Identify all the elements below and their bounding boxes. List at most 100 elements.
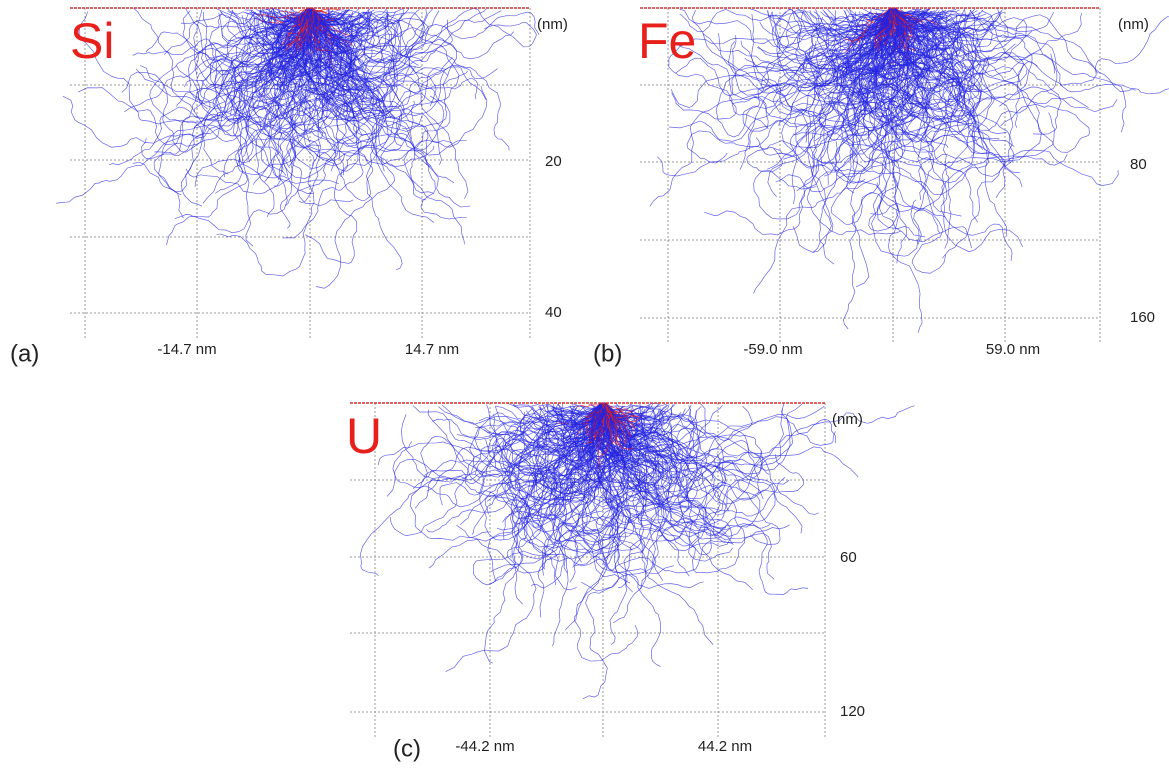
trajectory [891, 7, 1033, 107]
trajectory [601, 402, 764, 542]
x-tick-label: 14.7 nm [405, 341, 459, 358]
trajectory [740, 7, 892, 87]
trajectory [215, 7, 319, 147]
trajectory [854, 7, 986, 90]
trajectory [571, 402, 623, 472]
trajectory [238, 7, 322, 179]
trajectory [912, 9, 979, 81]
trajectory [284, 7, 343, 80]
element-label: U [346, 408, 382, 464]
trajectory [284, 26, 442, 165]
trajectory [239, 50, 295, 176]
trajectory [525, 410, 597, 447]
trajectory [894, 7, 1169, 86]
trajectory [874, 7, 1068, 177]
trajectory [193, 7, 313, 86]
trajectory-backscatter [601, 402, 634, 450]
trajectory [861, 7, 896, 21]
trajectory [302, 7, 498, 112]
trajectory [274, 7, 321, 149]
trajectory [266, 7, 354, 207]
trajectory [307, 7, 510, 151]
trajectory [766, 47, 963, 170]
trajectory [592, 402, 730, 540]
trajectory [732, 7, 895, 96]
trajectory [513, 436, 669, 527]
trajectory [894, 7, 990, 106]
trajectory [781, 7, 893, 169]
trajectory [888, 7, 933, 55]
panel: Fe (nm) 80 160 -59.0 nm 59.0 nm (b) [593, 7, 1169, 367]
trajectory [309, 7, 455, 184]
trajectory [892, 7, 993, 70]
trajectory [866, 7, 903, 162]
y-tick-label: 120 [840, 703, 865, 720]
trajectory [154, 51, 297, 156]
trajectory [601, 402, 754, 590]
trajectory [516, 402, 607, 521]
panel-label: (b) [593, 340, 622, 367]
trajectory [218, 7, 310, 42]
element-label: Si [70, 13, 114, 69]
trajectory [524, 402, 606, 530]
trajectory [532, 402, 606, 520]
trajectory [598, 406, 702, 457]
trajectory [209, 11, 302, 124]
trajectory [215, 7, 309, 29]
trajectory [854, 7, 975, 93]
trajectory [242, 24, 321, 158]
trajectory-backscatter [888, 7, 901, 27]
trajectory [552, 402, 604, 429]
trajectory-backscatter [284, 7, 308, 52]
trajectory [386, 402, 603, 497]
trajectory [248, 12, 298, 55]
trajectory [521, 429, 624, 567]
trajectory [649, 7, 895, 207]
trajectory [308, 7, 487, 119]
trajectory [767, 7, 892, 34]
trajectory [210, 7, 324, 93]
trajectory [309, 7, 427, 100]
trajectory [273, 7, 366, 187]
trajectory [240, 55, 310, 130]
y-tick-label: 80 [1130, 156, 1147, 173]
trajectory [216, 51, 353, 277]
panel: U (nm) 60 120 -44.2 nm 44.2 nm (c) [346, 402, 915, 762]
trajectory [307, 7, 537, 59]
trajectory [307, 7, 420, 48]
trajectory [334, 45, 468, 89]
trajectory [478, 402, 605, 508]
trajectory [750, 13, 860, 88]
trajectory [307, 36, 488, 148]
trajectory [470, 402, 602, 473]
trajectory-backscatter [605, 402, 636, 429]
trajectory [891, 7, 978, 249]
trajectory [750, 7, 891, 47]
depth-unit: (nm) [1118, 16, 1149, 33]
trajectories [649, 7, 1169, 333]
trajectory [860, 7, 1015, 199]
y-tick-label: 20 [545, 153, 562, 170]
trajectory [158, 7, 311, 196]
trajectory [185, 46, 284, 195]
trajectory [570, 402, 647, 527]
trajectory [200, 18, 292, 109]
trajectory [845, 7, 920, 257]
trajectory [891, 7, 1062, 135]
trajectory [389, 413, 597, 536]
x-tick-label: 59.0 nm [986, 341, 1040, 358]
trajectory [512, 402, 602, 500]
trajectory [589, 439, 733, 574]
trajectory [834, 7, 933, 238]
trajectory [790, 50, 872, 205]
trajectory [214, 44, 289, 194]
x-tick-label: -14.7 nm [157, 341, 216, 358]
element-label: Fe [638, 13, 696, 69]
trajectory [318, 9, 347, 26]
trajectory [586, 435, 786, 517]
y-tick-label: 60 [840, 549, 857, 566]
trajectory [308, 7, 416, 102]
trajectory [827, 7, 961, 79]
trajectory [602, 402, 668, 455]
